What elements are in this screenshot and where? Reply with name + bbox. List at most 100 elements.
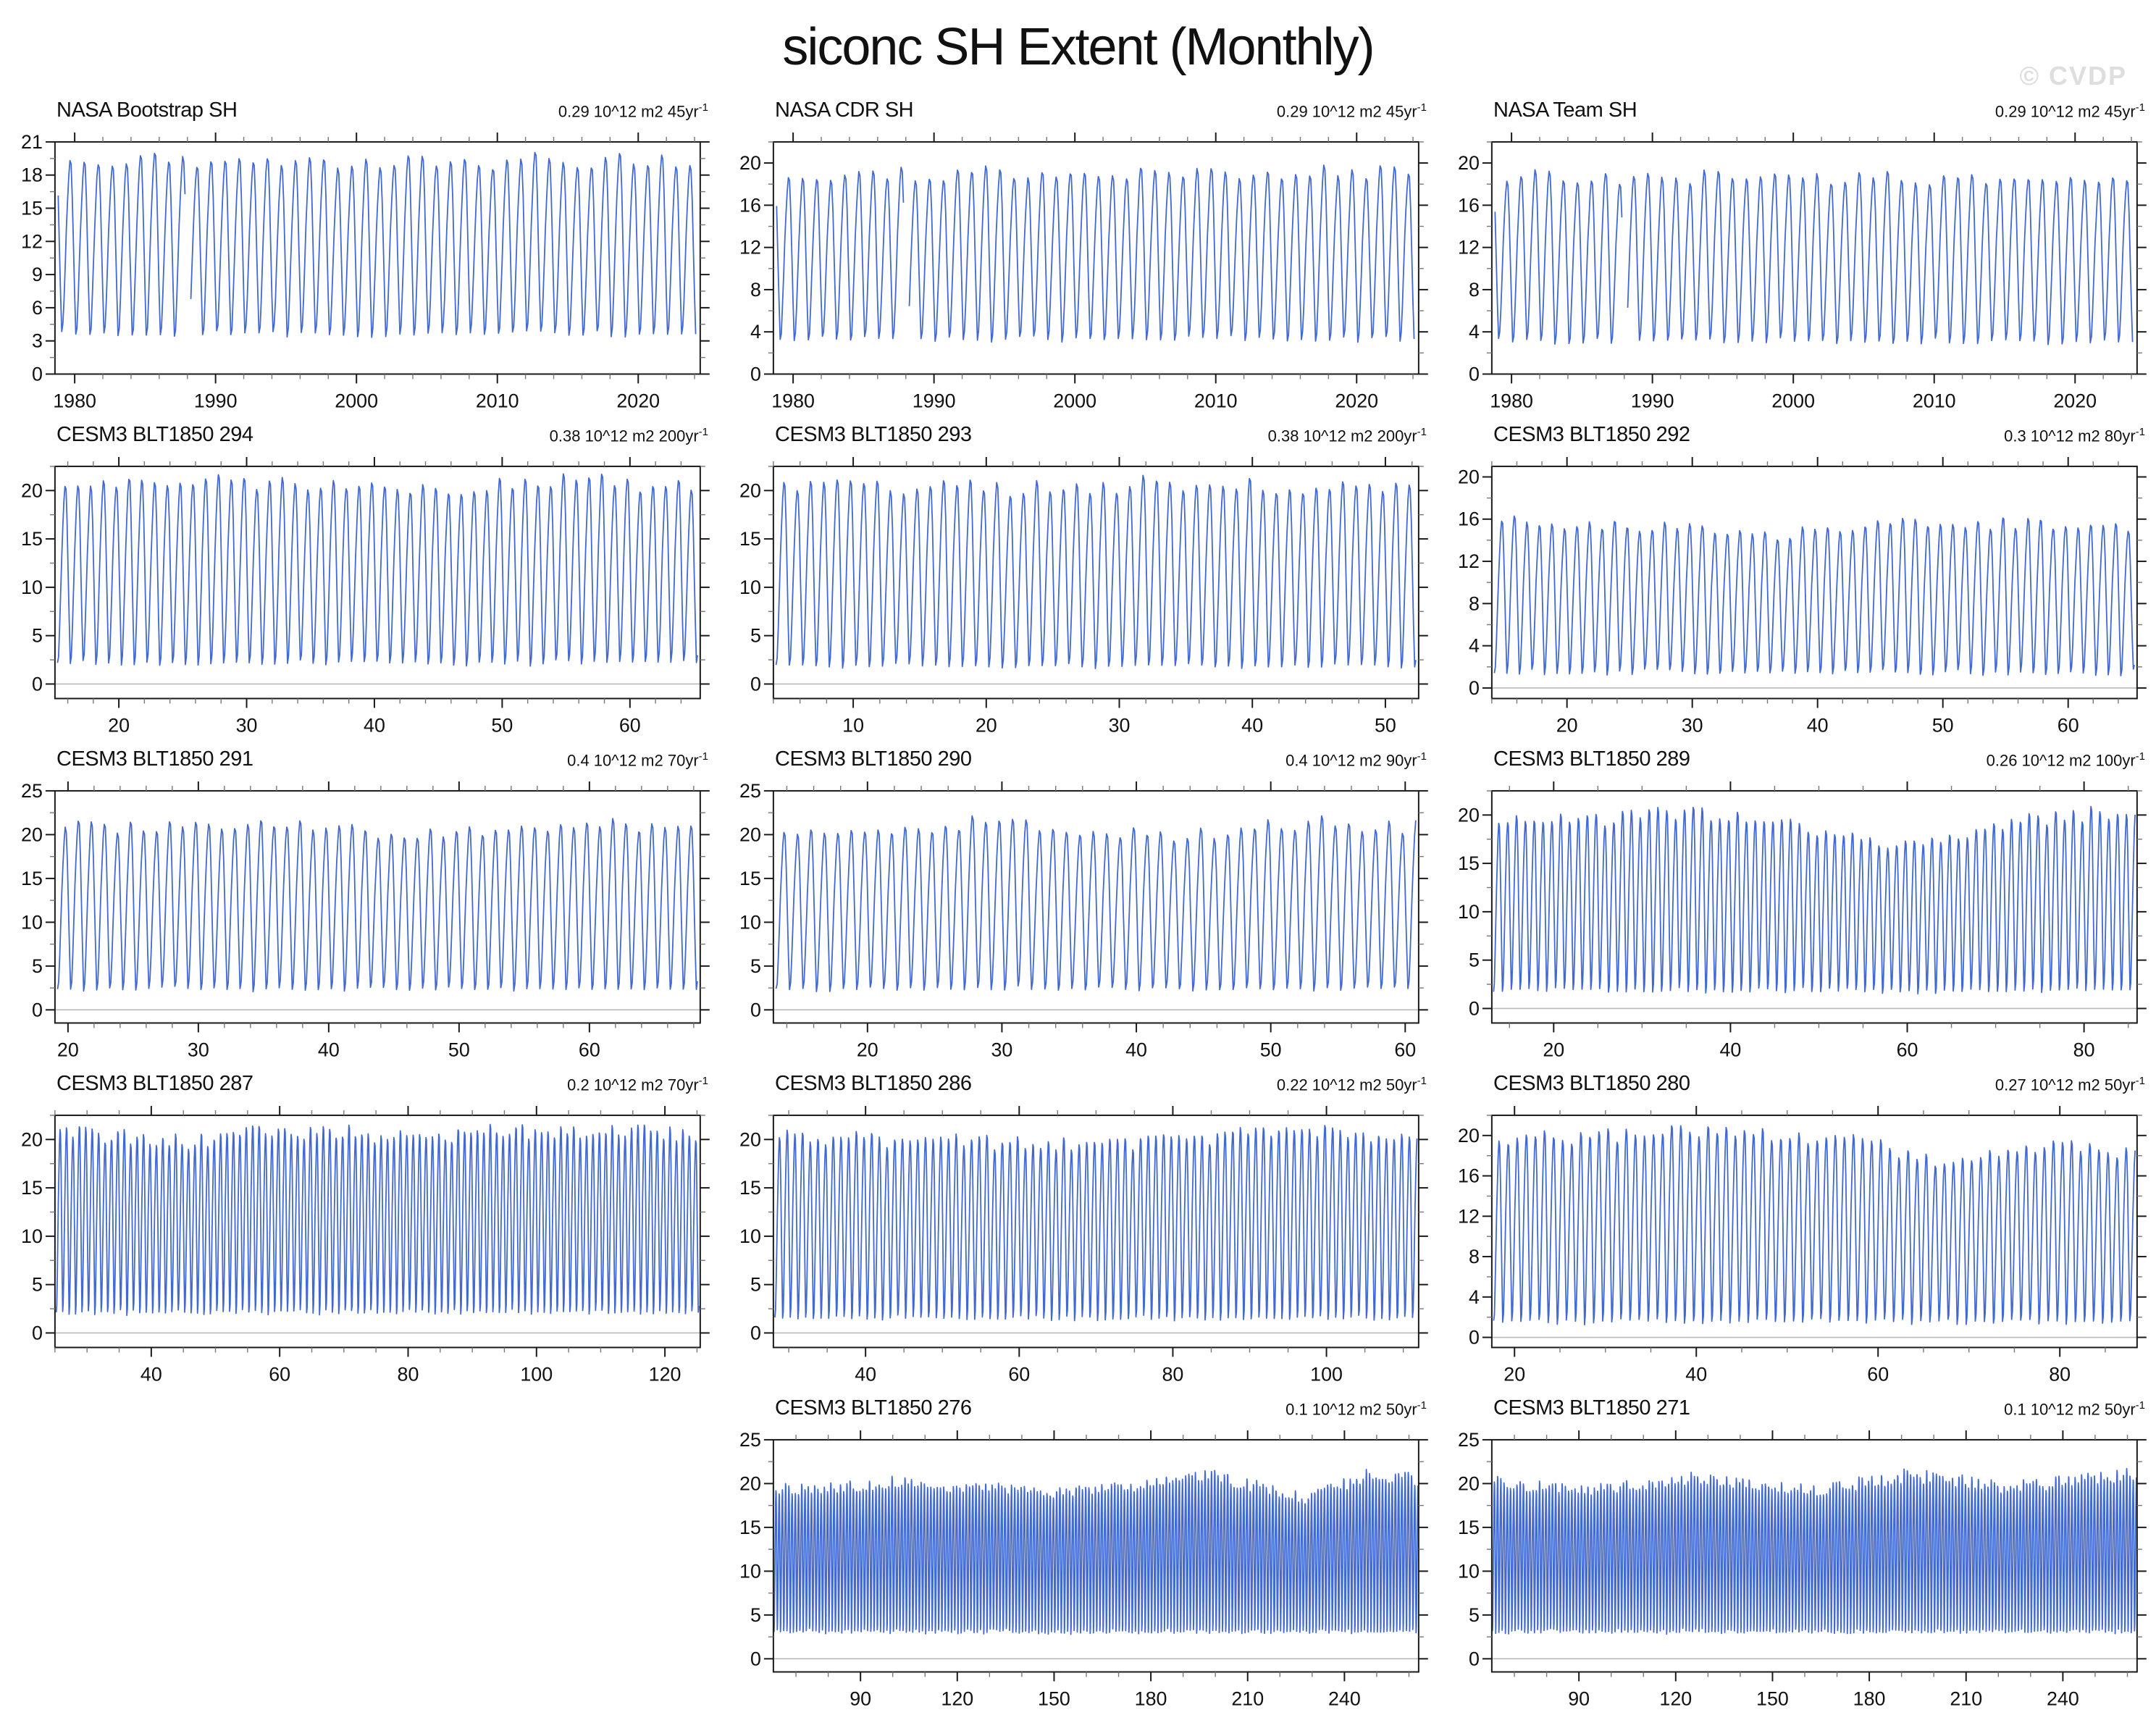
trend-value: 0.29 10^12 m2 45yr: [1276, 102, 1417, 120]
trend-value: 0.22 10^12 m2 50yr: [1276, 1076, 1417, 1094]
panel-header: CESM3 BLT1850 293 0.38 10^12 m2 200yr-1: [718, 419, 1437, 455]
x-tick-label: 20: [1556, 714, 1578, 736]
chart-grid: NASA Bootstrap SH 0.29 10^12 m2 45yr -1 1…: [0, 94, 2156, 1716]
panel-header: CESM3 BLT1850 294 0.38 10^12 m2 200yr-1: [0, 419, 718, 455]
chart-panel: CESM3 BLT1850 286 0.22 10^12 m2 50yr-1 4…: [718, 1068, 1437, 1392]
trend-exponent: -1: [2135, 750, 2145, 763]
series-group: [773, 1468, 1419, 1635]
y-tick-label: 0: [1469, 997, 1480, 1019]
y-tick-label: 5: [32, 955, 43, 977]
tick-group: [45, 456, 710, 708]
trend-annotation: 0.3 10^12 m2 80yr-1: [2004, 426, 2145, 445]
x-tick-label: 60: [1008, 1363, 1030, 1385]
plot-frame-group: [54, 465, 701, 700]
trend-exponent: -1: [2135, 101, 2145, 114]
y-tick-label: 15: [21, 868, 43, 889]
x-tick-label: 20: [1543, 1039, 1564, 1060]
series-group: [57, 151, 697, 338]
trend-annotation: 0.1 10^12 m2 50yr-1: [2004, 1399, 2145, 1419]
series-line: [1493, 515, 2135, 676]
x-tick-label: 180: [1135, 1688, 1167, 1709]
trend-annotation: 0.4 10^12 m2 90yr-1: [1285, 750, 1427, 770]
chart-panel: CESM3 BLT1850 280 0.27 10^12 m2 50yr-1 2…: [1437, 1068, 2155, 1392]
x-tick-label: 60: [2058, 714, 2079, 736]
x-tick-label: 120: [941, 1688, 973, 1709]
chart-panel: CESM3 BLT1850 292 0.3 10^12 m2 80yr-1 20…: [1437, 419, 2155, 743]
y-tick-label: 16: [1458, 508, 1480, 530]
chart-svg: 90 120 150 180 210 240 0 5 10 15 20 25: [739, 1429, 1428, 1709]
panel-title: NASA Team SH: [1493, 98, 1637, 122]
y-tick-label: 16: [1458, 1165, 1480, 1186]
x-tick-label: 240: [2047, 1688, 2079, 1709]
trend-exponent: -1: [698, 425, 708, 438]
trend-exponent: -1: [1417, 1399, 1427, 1412]
tick-label-group: 20 30 40 50 60 0 5 10 15 20 25: [739, 780, 1416, 1060]
y-tick-label: 8: [1469, 592, 1480, 614]
x-tick-label: 90: [850, 1688, 871, 1709]
trend-value: 0.38 10^12 m2 200yr: [549, 427, 699, 445]
x-tick-label: 150: [1038, 1688, 1070, 1709]
series-line: [1494, 169, 1623, 345]
y-tick-label: 25: [21, 780, 43, 802]
y-tick-label: 5: [32, 1273, 43, 1295]
y-tick-label: 20: [1458, 152, 1480, 174]
x-tick-label: 2000: [1771, 390, 1815, 411]
trend-value: 0.1 10^12 m2 50yr: [1285, 1400, 1417, 1418]
chart-svg: 40 60 80 100 120 0 5 10 15 20: [21, 1105, 710, 1385]
x-tick-label: 1990: [194, 390, 238, 411]
y-tick-label: 15: [21, 528, 43, 550]
y-tick-label: 20: [21, 823, 43, 845]
x-tick-label: 30: [236, 714, 258, 736]
x-tick-label: 30: [1682, 714, 1703, 736]
chart-panel: CESM3 BLT1850 271 0.1 10^12 m2 50yr-1 90…: [1437, 1392, 2155, 1716]
y-tick-label: 5: [32, 624, 43, 646]
tick-group: [763, 132, 1428, 384]
panel-title: CESM3 BLT1850 286: [775, 1072, 972, 1095]
series-line: [56, 473, 698, 667]
x-tick-label: 1980: [771, 390, 815, 411]
y-tick-label: 0: [32, 673, 43, 695]
series-line: [775, 474, 1417, 669]
y-tick-label: 15: [739, 1177, 761, 1199]
y-tick-label: 4: [1469, 634, 1480, 656]
x-tick-label: 40: [364, 714, 385, 736]
chart-panel: CESM3 BLT1850 287 0.2 10^12 m2 70yr-1 40…: [0, 1068, 718, 1392]
panel-header: CESM3 BLT1850 289 0.26 10^12 m2 100yr-1: [1437, 743, 2155, 779]
x-tick-label: 50: [1375, 714, 1396, 736]
x-tick-label: 2000: [1053, 390, 1096, 411]
x-tick-label: 20: [857, 1039, 878, 1060]
series-group: [56, 473, 698, 667]
x-tick-label: 20: [976, 714, 997, 736]
panel-title: NASA Bootstrap SH: [56, 98, 238, 122]
y-tick-label: 20: [1458, 1125, 1480, 1146]
x-tick-label: 2020: [616, 390, 660, 411]
chart-svg: 90 120 150 180 210 240 0 5 10 15 20 25: [1458, 1429, 2147, 1709]
x-tick-label: 40: [1125, 1039, 1147, 1060]
x-tick-label: 60: [269, 1363, 290, 1385]
x-tick-label: 30: [188, 1039, 209, 1060]
panel-title: CESM3 BLT1850 287: [56, 1072, 253, 1095]
x-tick-label: 30: [991, 1039, 1012, 1060]
y-tick-label: 15: [21, 197, 43, 219]
trend-exponent: -1: [2135, 1399, 2145, 1412]
trend-value: 0.26 10^12 m2 100yr: [1986, 751, 2136, 769]
x-tick-label: 50: [448, 1039, 470, 1060]
panel-title: NASA CDR SH: [775, 98, 914, 122]
x-tick-label: 40: [318, 1039, 340, 1060]
y-tick-label: 10: [739, 1560, 761, 1582]
tick-group: [1482, 1105, 2147, 1357]
chart-panel: CESM3 BLT1850 289 0.26 10^12 m2 100yr-1 …: [1437, 743, 2155, 1068]
plot-frame-group: [54, 789, 701, 1024]
y-tick-label: 6: [32, 297, 43, 319]
tick-group: [763, 1105, 1428, 1357]
trend-exponent: -1: [1417, 425, 1427, 438]
panel-title: CESM3 BLT1850 293: [775, 423, 972, 446]
trend-value: 0.3 10^12 m2 80yr: [2004, 427, 2136, 445]
plot-frame: [772, 465, 1419, 700]
x-tick-label: 50: [1932, 714, 1954, 736]
panel-title: CESM3 BLT1850 294: [56, 423, 253, 446]
plot-frame: [1490, 1438, 2138, 1673]
panel-header: CESM3 BLT1850 271 0.1 10^12 m2 50yr-1: [1437, 1392, 2155, 1428]
x-tick-label: 40: [140, 1363, 162, 1385]
tick-label-group: 10 20 30 40 50 0 5 10 15 20: [739, 479, 1396, 736]
